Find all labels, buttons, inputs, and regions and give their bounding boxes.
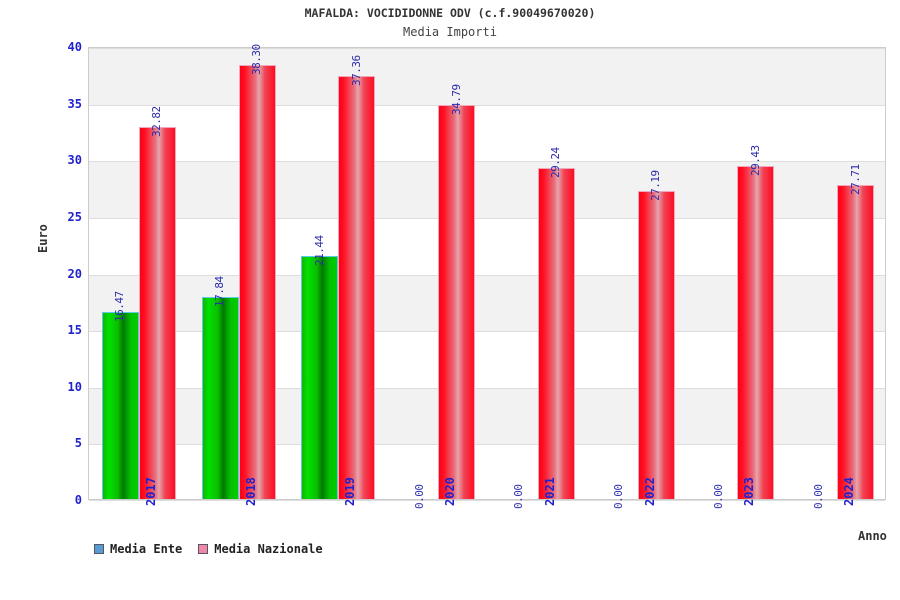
- x-tick-label: 2022: [642, 477, 657, 506]
- bar-value-label: 32.82: [150, 106, 164, 138]
- bar-value-label: 16.47: [113, 291, 127, 323]
- legend-label: Media Nazionale: [214, 542, 323, 556]
- bar-media-nazionale[interactable]: [438, 105, 476, 499]
- y-tick-label: 35: [67, 96, 82, 111]
- chart-title: MAFALDA: VOCIDIDONNE ODV (c.f.9004967002…: [304, 6, 596, 20]
- gridline: [89, 444, 885, 446]
- gridline: [89, 274, 885, 276]
- gridline: [89, 387, 885, 389]
- x-tick-label: 2023: [742, 477, 757, 506]
- x-tick-label: 2019: [343, 477, 358, 506]
- y-tick-label: 40: [67, 40, 82, 54]
- bar-value-label: 29.24: [549, 147, 563, 178]
- legend-swatch-icon: [198, 544, 209, 554]
- gridline: [89, 104, 885, 106]
- gridline: [89, 217, 885, 219]
- y-tick-label: 25: [67, 209, 82, 224]
- bar-value-label: 0.00: [612, 484, 626, 510]
- bar-value-label: 34.79: [449, 84, 463, 115]
- y-tick-label: 5: [74, 436, 82, 451]
- bar-media-nazionale[interactable]: [837, 185, 875, 499]
- plot-area: 16.47 32.82 17.84 38.30 21.44 37.36 0.00 34.79 0…: [88, 44, 886, 509]
- x-tick-label: 2021: [542, 477, 557, 506]
- y-axis-ticks: 40 35 30 25 20 15 10 5 0: [46, 41, 82, 506]
- gridline: [89, 161, 885, 163]
- x-axis-title: Anno: [858, 529, 887, 543]
- gridline: [89, 48, 885, 49]
- bar-value-label: 0.00: [412, 484, 426, 510]
- y-tick-label: 10: [67, 379, 82, 394]
- x-tick-label: 2018: [243, 477, 258, 506]
- bar-value-label: 0.00: [811, 484, 825, 510]
- bar-value-label: 27.71: [848, 164, 862, 196]
- bar-value-label: 0.00: [512, 484, 526, 510]
- bar-media-nazionale[interactable]: [537, 167, 575, 499]
- bar-value-label: 0.00: [711, 484, 725, 510]
- y-tick-label: 0: [74, 493, 82, 507]
- x-tick-label: 2020: [443, 477, 458, 506]
- legend-swatch-icon: [94, 544, 104, 554]
- bar-media-ente[interactable]: [201, 296, 239, 499]
- y-tick-label: 30: [67, 153, 82, 168]
- y-tick-label: 20: [67, 266, 82, 281]
- legend-item-media-nazionale[interactable]: Media Nazionale: [198, 542, 323, 556]
- legend-label: Media Ente: [110, 542, 183, 556]
- bar-media-nazionale[interactable]: [238, 65, 276, 499]
- bar-media-ente[interactable]: [301, 256, 339, 499]
- bar-value-label: 38.30: [250, 44, 264, 76]
- y-tick-label: 15: [67, 323, 82, 338]
- bar-value-label: 27.19: [649, 170, 663, 202]
- x-tick-label: 2017: [143, 477, 158, 506]
- bar-media-nazionale[interactable]: [637, 191, 675, 499]
- chart-legend: Media Ente Media Nazionale: [94, 542, 323, 556]
- x-tick-label: 2024: [842, 477, 857, 506]
- bar-value-label: 21.44: [312, 235, 326, 267]
- gridline: [89, 500, 885, 501]
- bar-media-ente[interactable]: [101, 312, 139, 499]
- gridline: [89, 331, 885, 333]
- bar-value-label: 29.43: [748, 145, 762, 176]
- bar-value-label: 37.36: [349, 55, 363, 86]
- bar-media-nazionale[interactable]: [338, 75, 376, 499]
- bar-value-label: 17.84: [213, 276, 227, 307]
- bar-media-nazionale[interactable]: [737, 165, 775, 499]
- chart-subtitle: Media Importi: [403, 25, 497, 39]
- legend-item-media-ente[interactable]: Media Ente: [94, 542, 182, 556]
- plot-band: [89, 48, 885, 105]
- bar-media-nazionale[interactable]: [138, 127, 176, 499]
